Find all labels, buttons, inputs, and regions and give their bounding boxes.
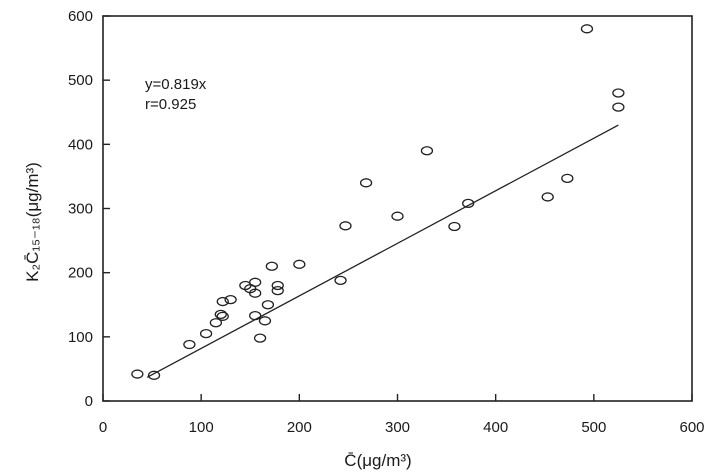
correlation-annotation: r=0.925 (145, 96, 196, 113)
data-point (391, 211, 404, 221)
data-point (183, 339, 196, 350)
x-tick-label: 200 (287, 419, 312, 436)
y-axis-title: K₂C̄₁₅₋₁₈(μg/m³) (23, 162, 42, 282)
data-point (359, 178, 373, 188)
data-point (249, 288, 262, 298)
data-point (293, 259, 306, 269)
data-point (147, 370, 161, 380)
data-point (261, 300, 275, 310)
data-point (541, 192, 554, 202)
data-point (216, 296, 229, 307)
equation-annotation: y=0.819x (145, 76, 207, 93)
data-point (580, 24, 594, 34)
data-point (339, 221, 352, 231)
x-axis: 0 100 200 300 400 500 600 (99, 394, 705, 436)
data-point (131, 369, 144, 379)
x-tick-label: 500 (581, 419, 606, 436)
data-point (253, 333, 267, 343)
data-point (265, 261, 278, 271)
data-point (224, 294, 237, 305)
data-points (131, 24, 625, 380)
fit-line (146, 124, 619, 378)
data-point (334, 275, 347, 286)
plot-frame (102, 15, 693, 402)
y-tick-label: 0 (85, 393, 93, 410)
data-point (249, 277, 262, 287)
data-point (271, 285, 284, 296)
data-point (199, 328, 213, 339)
x-tick-label: 0 (99, 419, 107, 436)
data-point (258, 316, 272, 326)
data-point (420, 146, 434, 156)
y-tick-label: 300 (68, 201, 93, 218)
y-tick-label: 400 (68, 136, 93, 153)
data-point (271, 280, 284, 291)
y-tick-label: 500 (68, 72, 93, 89)
y-axis: 0 100 200 300 400 500 600 (68, 8, 110, 410)
fit-line-group (146, 124, 619, 378)
y-tick-label: 200 (68, 265, 93, 282)
y-tick-label: 100 (68, 329, 93, 346)
x-tick-label: 400 (483, 419, 508, 436)
data-point (612, 102, 625, 112)
data-point (448, 221, 461, 232)
data-point (561, 173, 574, 183)
x-tick-label: 600 (679, 419, 704, 436)
data-point (462, 198, 475, 209)
data-point (612, 88, 625, 98)
data-point (209, 318, 223, 328)
x-tick-label: 100 (189, 419, 214, 436)
x-tick-label: 300 (385, 419, 410, 436)
data-point (214, 309, 227, 320)
x-axis-title: C̄(μg/m³) (344, 451, 411, 470)
data-point (249, 311, 262, 321)
y-tick-label: 600 (68, 8, 93, 25)
data-point (216, 311, 229, 321)
